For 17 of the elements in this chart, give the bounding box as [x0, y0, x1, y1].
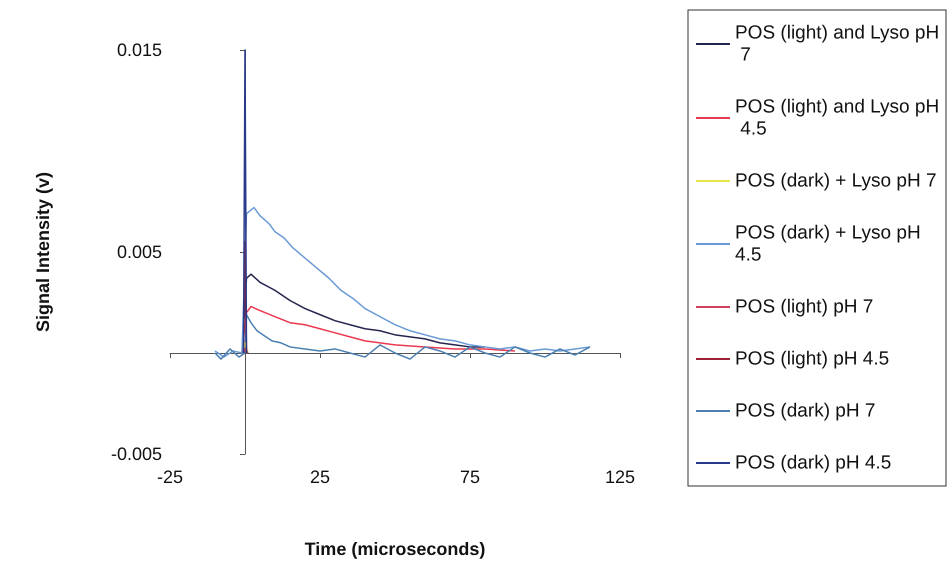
legend-label: POS (light) and Lyso pH 7 — [735, 22, 940, 66]
legend-label: POS (dark) pH 7 — [735, 400, 876, 422]
legend-label: POS (light) and Lyso pH 4.5 — [735, 96, 940, 140]
y-tick-label: 0.005 — [116, 242, 162, 262]
legend-label: POS (light) pH 4.5 — [735, 348, 890, 370]
y-tick-label: 0.015 — [116, 40, 162, 60]
x-axis-title: Time (microseconds) — [304, 539, 486, 559]
x-tick-label: 25 — [310, 467, 330, 487]
legend-label: POS (light) pH 7 — [735, 296, 874, 318]
legend-label: POS (dark) + Lyso pH 4.5 — [735, 222, 926, 266]
x-tick-label: -25 — [156, 467, 184, 487]
y-tick-label: -0.005 — [110, 444, 162, 464]
legend-label: POS (dark) pH 4.5 — [735, 452, 892, 474]
legend-label: POS (dark) + Lyso pH 7 — [735, 170, 937, 192]
x-tick-label: 125 — [604, 467, 636, 487]
x-tick-label: 75 — [460, 467, 480, 487]
y-axis-title: Signal Intensity (v) — [33, 172, 53, 332]
